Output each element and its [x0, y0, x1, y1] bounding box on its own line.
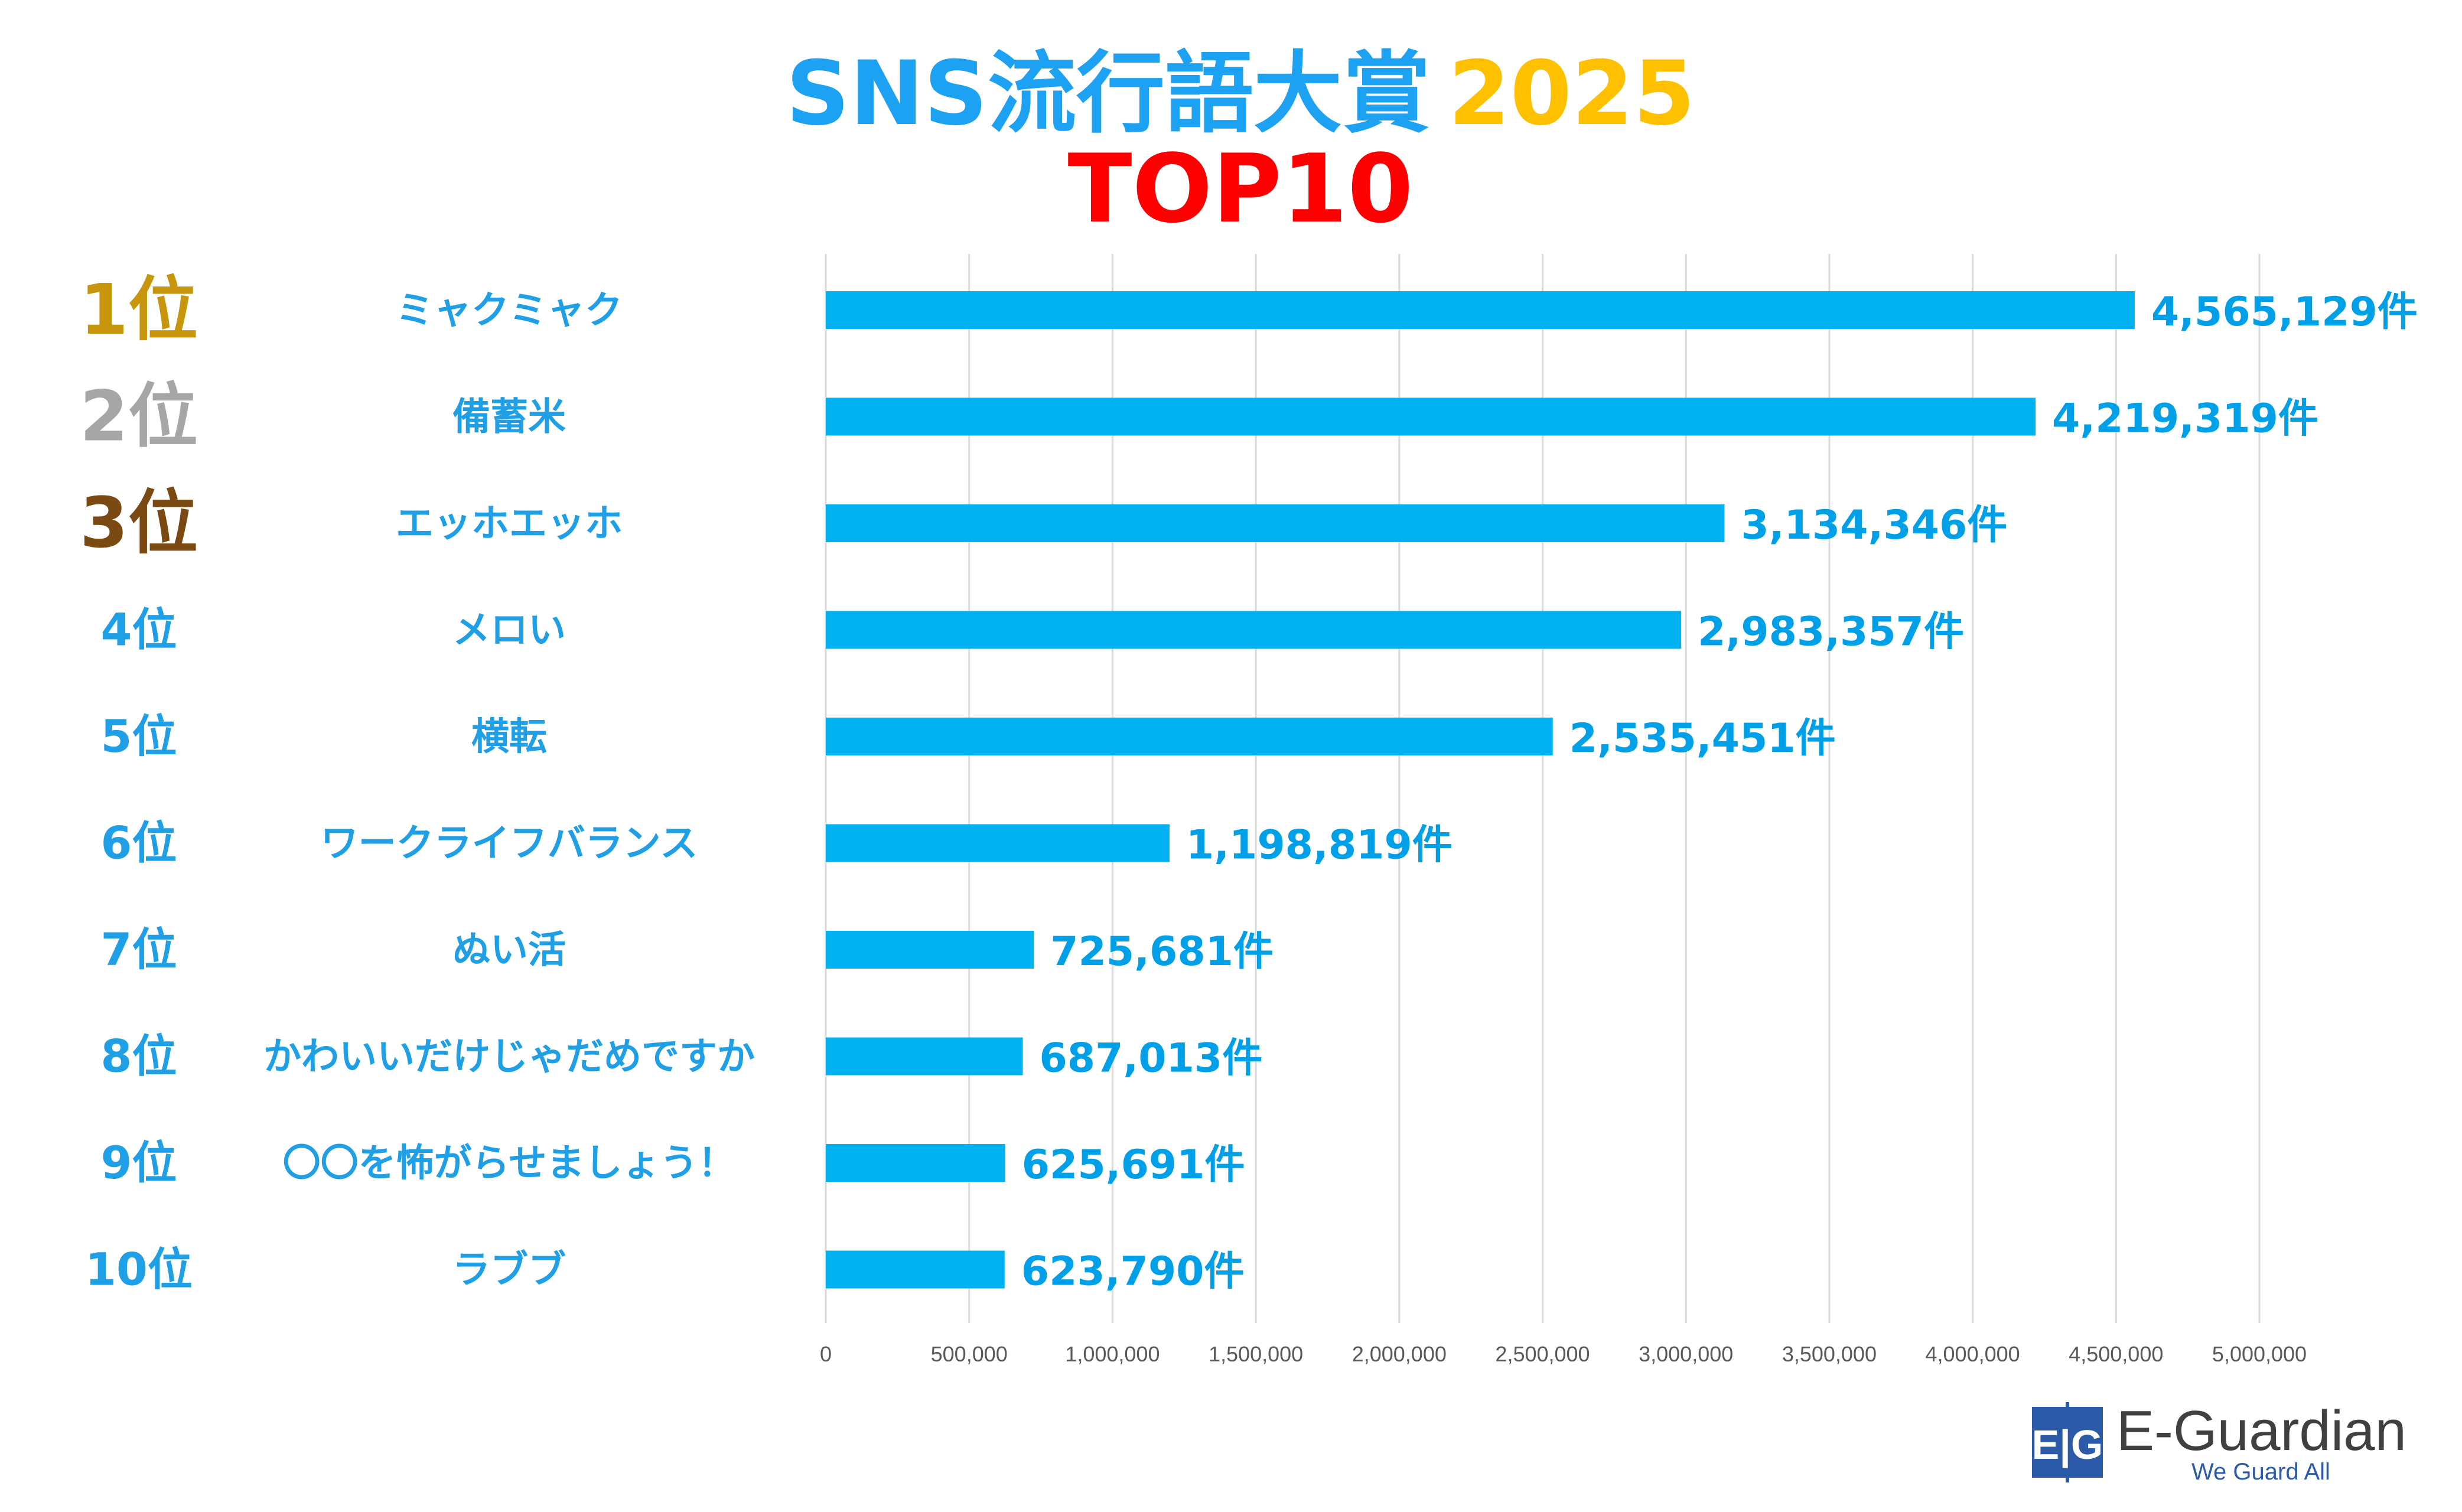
- bar-value-label: 2,535,451件: [1569, 715, 1836, 762]
- rank-label: 8位: [101, 1030, 177, 1083]
- bars: [826, 291, 2135, 1289]
- x-tick-label: 1,500,000: [1209, 1342, 1303, 1366]
- chart-title: SNS流行語大賞 2025: [786, 43, 1695, 145]
- category-label: ミャクミャク: [396, 289, 623, 333]
- x-tick-label: 0: [820, 1342, 832, 1366]
- bar: [826, 718, 1553, 755]
- bar: [826, 1037, 1023, 1076]
- x-tick-label: 5,000,000: [2212, 1342, 2307, 1366]
- chart-title-year: 2025: [1448, 43, 1695, 145]
- bar-value-label: 625,691件: [1022, 1142, 1245, 1188]
- rank-label: 6位: [101, 817, 177, 869]
- category-label: ぬい活: [452, 928, 566, 972]
- logo-mark-text: E|G: [2032, 1422, 2103, 1468]
- bar: [826, 1250, 1005, 1289]
- bar-value-label: 687,013件: [1039, 1035, 1262, 1082]
- chart-subtitle: TOP10: [1067, 133, 1413, 244]
- category-label: ワークライフバランス: [321, 822, 698, 866]
- e-guardian-logo: E|G E-Guardian We Guard All: [2032, 1399, 2406, 1485]
- chart-title-main: SNS流行語大賞: [786, 43, 1431, 145]
- x-tick-label: 1,000,000: [1065, 1342, 1160, 1366]
- rank-label: 10位: [85, 1243, 193, 1296]
- bar: [826, 824, 1170, 862]
- rank-label: 4位: [101, 604, 177, 656]
- rank-label: 7位: [101, 923, 177, 976]
- rank-label: 2位: [80, 376, 198, 457]
- rank-label: 9位: [101, 1136, 177, 1189]
- category-label: メロい: [452, 609, 566, 653]
- bar: [826, 504, 1725, 542]
- bar: [826, 611, 1682, 649]
- x-tick-label: 4,500,000: [2069, 1342, 2163, 1366]
- x-tick-label: 3,500,000: [1782, 1342, 1877, 1366]
- rank-label: 1位: [80, 269, 198, 350]
- x-tick-label: 2,000,000: [1352, 1342, 1447, 1366]
- bar: [826, 291, 2135, 329]
- x-tick-label: 4,000,000: [1926, 1342, 2020, 1366]
- bar: [826, 931, 1034, 969]
- rank-label: 5位: [101, 710, 177, 762]
- bar-value-label: 1,198,819件: [1186, 822, 1453, 869]
- bar-value-label: 725,681件: [1050, 928, 1274, 975]
- x-tick-label: 500,000: [931, 1342, 1008, 1366]
- category-label: 横転: [471, 715, 547, 759]
- labels: 4,565,129件 1位 ミャクミャク 4,219,319件 2位 備蓄米 3,134,3…: [80, 269, 2418, 1296]
- rank-label: 3位: [80, 482, 198, 563]
- bar-value-label: 2,983,357件: [1698, 609, 1964, 656]
- logo-tagline: We Guard All: [2191, 1459, 2330, 1485]
- x-axis-ticks: 0 500,000 1,000,000 1,500,000 2,000,000 2,500…: [820, 1342, 2307, 1366]
- bar: [826, 397, 2036, 436]
- category-label: かわいいだけじゃだめですか: [263, 1035, 755, 1079]
- x-tick-label: 2,500,000: [1495, 1342, 1590, 1366]
- category-label: 〇〇を怖がらせましょう！: [283, 1142, 736, 1185]
- logo-name: E-Guardian: [2116, 1399, 2406, 1462]
- x-tick-label: 3,000,000: [1639, 1342, 1733, 1366]
- bar-value-label: 4,565,129件: [2151, 289, 2418, 335]
- category-label: ラブブ: [452, 1249, 566, 1292]
- bar-value-label: 4,219,319件: [2052, 396, 2318, 442]
- bar-value-label: 3,134,346件: [1741, 502, 2007, 549]
- category-label: 備蓄米: [452, 396, 566, 439]
- bar-value-label: 623,790件: [1021, 1249, 1245, 1295]
- bar: [826, 1144, 1005, 1182]
- category-label: エッホエッホ: [396, 502, 623, 546]
